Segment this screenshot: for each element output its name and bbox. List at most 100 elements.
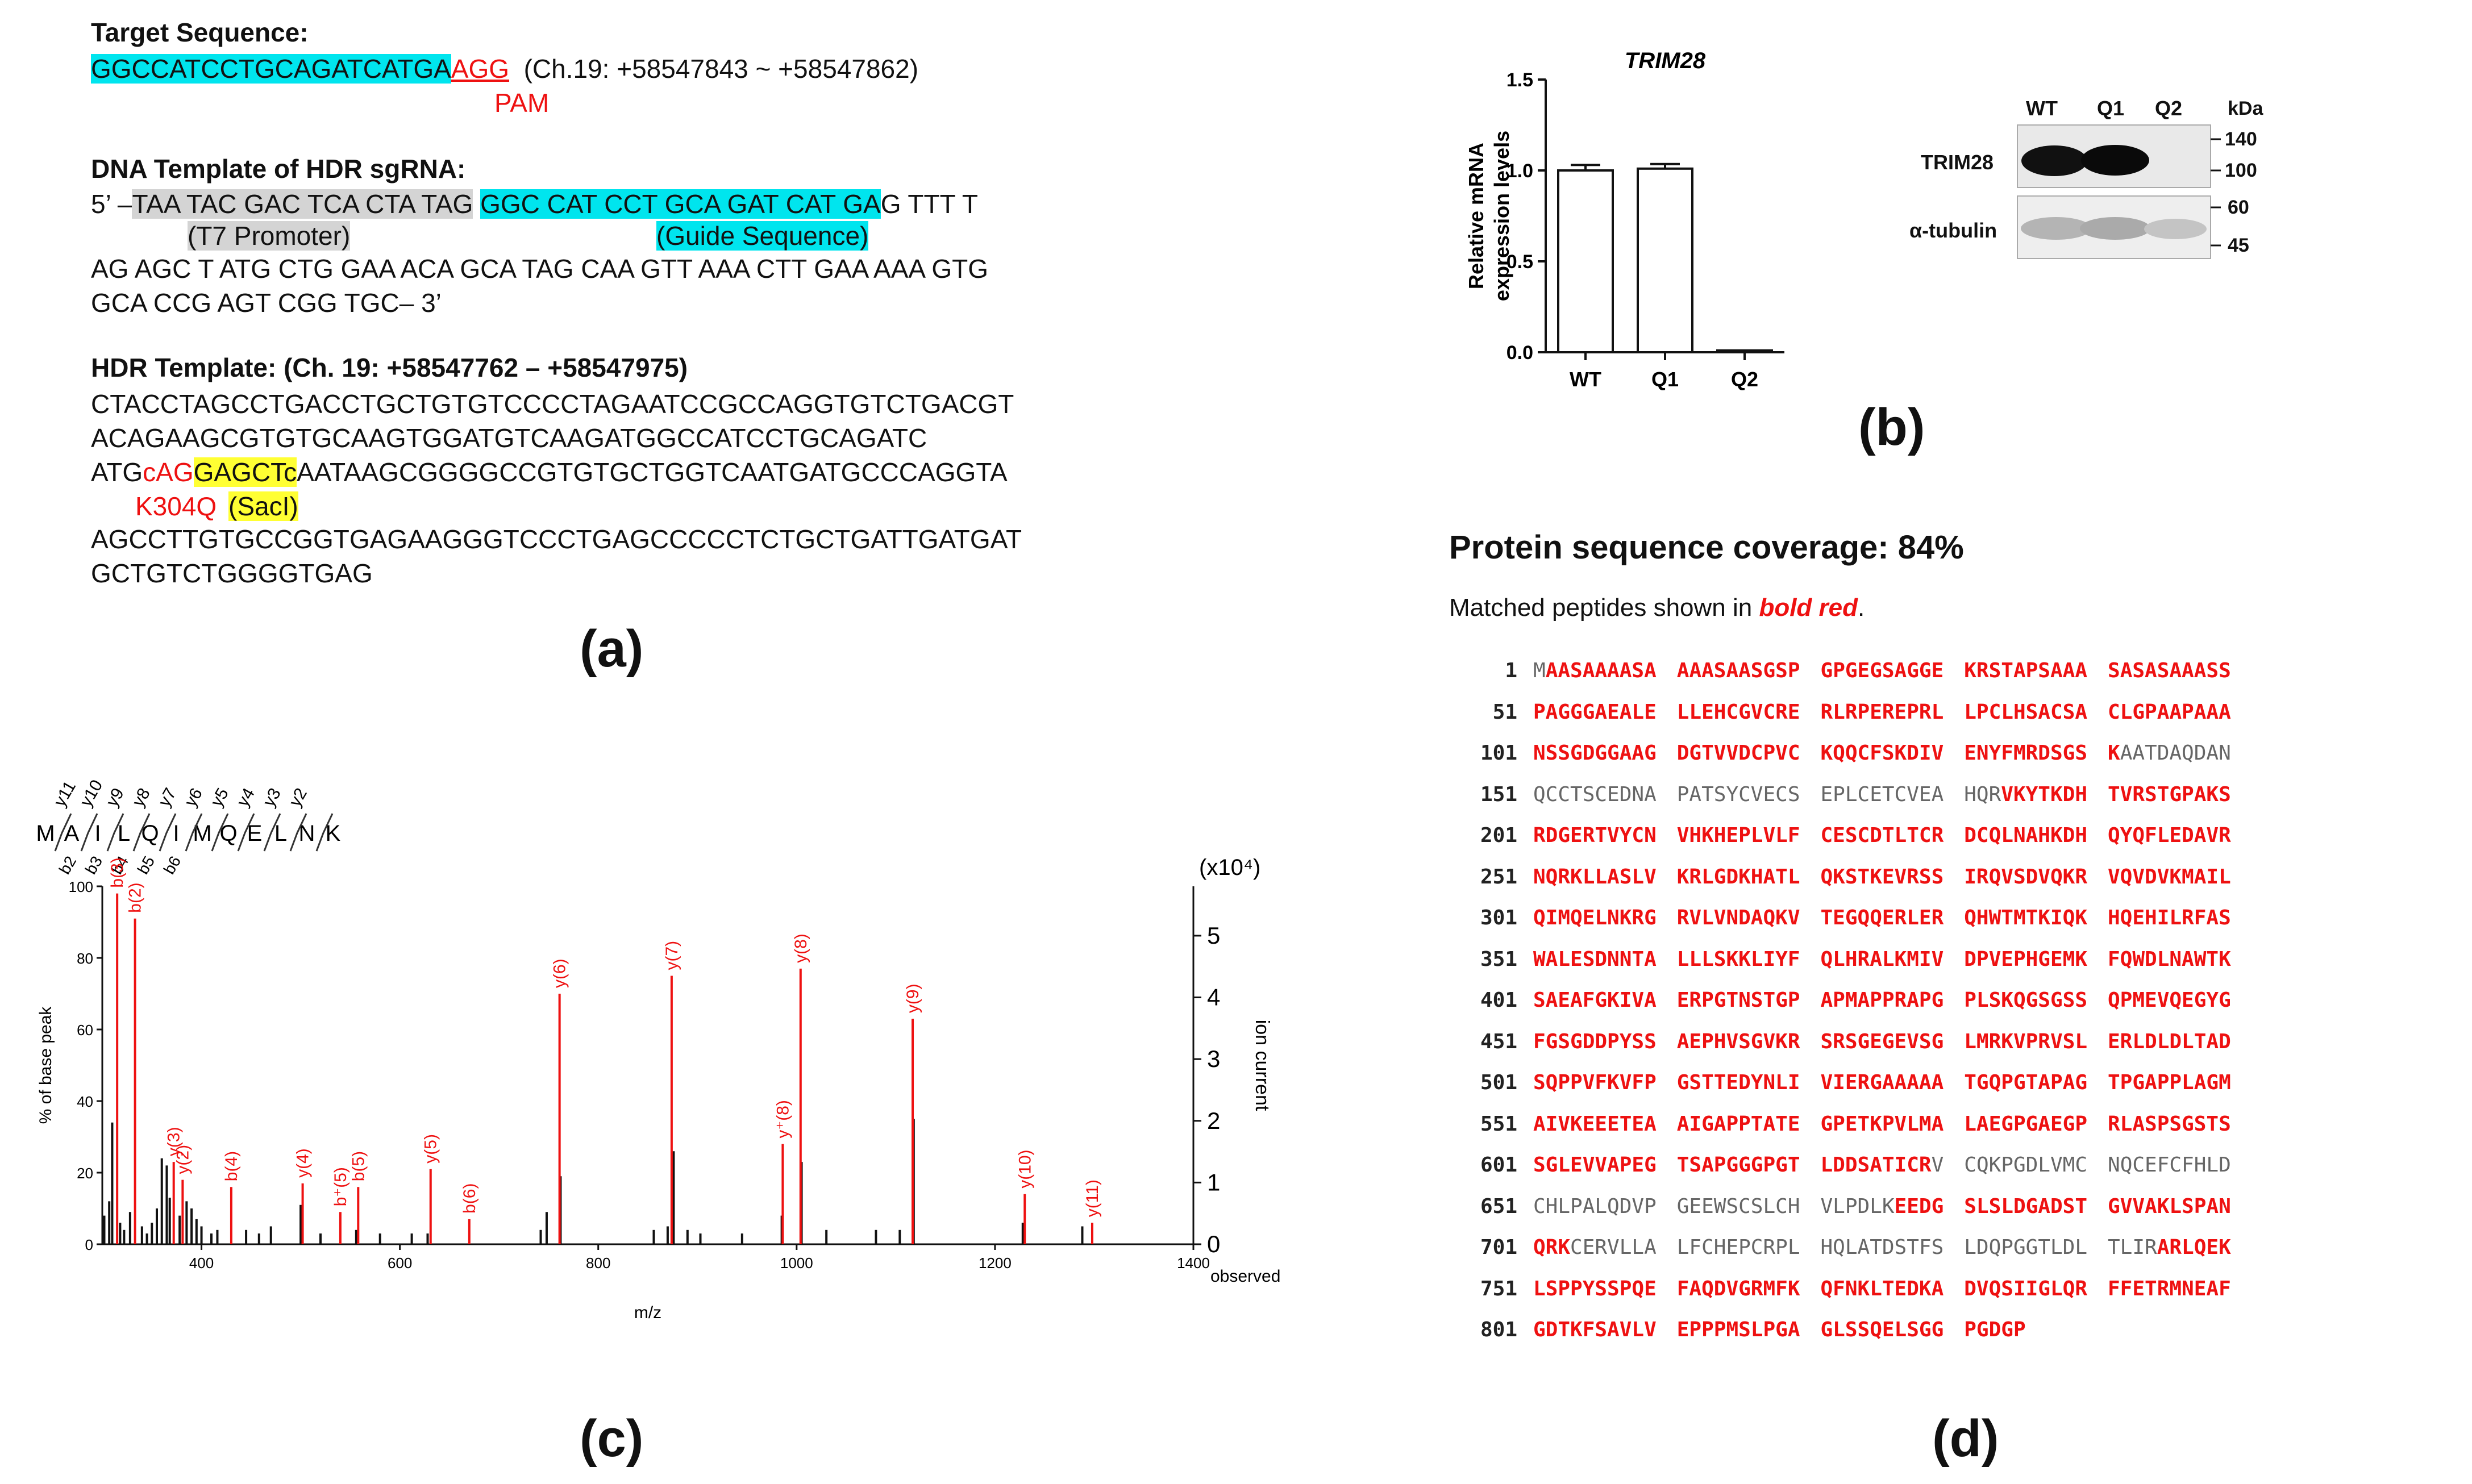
c-observed-label: observed [1210, 1267, 1280, 1286]
protein-row: 551 AIVKEEETEA AIGAPPTATE GPETKPVLMA LAEGPGA… [1449, 1112, 2252, 1136]
c-peak-label: b⁺(5) [331, 1167, 350, 1206]
protein-block: RLRPEREPRL [1820, 700, 1944, 724]
protein-block: TLIRARLQEK [2108, 1236, 2231, 1259]
protein-block: ENYFMRDSGS [1964, 741, 2087, 765]
fragment-bracket [132, 813, 151, 852]
b-x-tick-label: Q2 [1731, 368, 1758, 391]
protein-row-number: 301 [1480, 906, 1517, 929]
c-peak-label: y(2) [173, 1145, 192, 1174]
fragment-bracket [185, 813, 203, 852]
hdr-line-1: CTACCTAGCCTGACCTGCTGTGTCCCCTAGAATCCGCCAG… [91, 389, 1014, 419]
protein-row: 501 SQPPVFKVFP GSTTEDYNLI VIERGAAAAA TGQPGTA… [1449, 1071, 2252, 1094]
protein-block: QIMQELNKRG [1533, 906, 1657, 929]
protein-block: QRKCERVLLA [1533, 1236, 1657, 1259]
protein-block: FGSGDDPYSS [1533, 1029, 1657, 1053]
fragment-bracket [106, 813, 124, 852]
pam-seq: AGG [451, 54, 510, 84]
c-x-tick-label: 800 [586, 1254, 610, 1272]
panel-a-label: (a) [580, 620, 644, 678]
protein-block: KRSTAPSAAA [1964, 659, 2088, 682]
peptide-residue: I [94, 821, 101, 846]
protein-row-number: 1 [1505, 659, 1517, 682]
b-y-label-1: Relative mRNA [1464, 143, 1488, 289]
dna-line-1: 5’ –TAA TAC GAC TCA CTA TAG GGC CAT CCT … [91, 186, 978, 222]
peptide-residue: K [326, 821, 341, 846]
k304q-label: K304Q [135, 491, 217, 521]
protein-block: AIVKEEETEA [1533, 1112, 1657, 1136]
peptide-residue: I [173, 821, 179, 846]
b-y-tick-label: 0.0 [1506, 342, 1533, 364]
peptide-residue: L [118, 821, 130, 846]
protein-block: TGQPGTAPAG [1964, 1071, 2087, 1094]
pam-label: PAM [494, 88, 550, 118]
protein-block: FAQDVGRMFK [1676, 1277, 1800, 1300]
mrna-bar-chart: 0.0 0.5 1.0 1.5 WT Q1 Q2 TRIM28 Relative mRNA exp… [1464, 48, 1784, 391]
sacl-site: GAGCTc [193, 457, 297, 487]
k304q-codon: cAG [143, 457, 194, 487]
hdr-line-4: AGCCTTGTGCCGGTGAGAAGGGTCCCTGAGCCCCCTCTGC… [91, 524, 1022, 554]
protein-block: MAASAAAASA [1533, 659, 1657, 682]
protein-block: NSSGDGGAAG [1533, 741, 1657, 765]
protein-row: 251 NQRKLLASLV KRLGDKHATL QKSTKEVRSS IRQVSDV… [1449, 865, 2252, 889]
protein-row-number: 801 [1480, 1318, 1517, 1341]
protein-row-number: 351 [1480, 947, 1517, 971]
protein-block: LMRKVPRVSL [1964, 1029, 2087, 1053]
c-y2-unit: (x10⁴) [1199, 855, 1260, 880]
protein-block: NQCEFCFHLD [2108, 1153, 2231, 1177]
marker-140: 140 [2225, 128, 2257, 150]
target-seq: GGCCATCCTGCAGATCATGA [91, 54, 451, 84]
protein-block: LPCLHSACSA [1964, 700, 2087, 724]
coverage-subtitle: Matched peptides shown in bold red. [1449, 594, 1865, 622]
western-blot: WT Q1 Q2 kDa TRIM28 α-tubulin 140 100 60… [1909, 91, 2307, 278]
c-peak-label: y(5) [422, 1134, 440, 1164]
protein-block: SLSLDGADST [1964, 1194, 2087, 1218]
c-peak-label: y(9) [904, 983, 922, 1013]
c-y2-tick-label: 2 [1207, 1107, 1220, 1134]
c-peak-label: y⁺(8) [773, 1100, 792, 1139]
peptide-residue: E [247, 821, 263, 846]
protein-block: EPPPMSLPGA [1676, 1318, 1800, 1341]
band-q1-tubulin [2080, 217, 2150, 240]
target-sequence-line: GGCCATCCTGCAGATCATGAAGG (Ch.19: +5854784… [91, 51, 918, 86]
protein-row: 51 PAGGGAEALE LLEHCGVCRE RLRPEREPRL LPCLHSAC… [1449, 701, 2252, 724]
c-y-tick-label: 0 [85, 1236, 93, 1253]
protein-block: TEGQQERLER [1820, 906, 1944, 929]
protein-block: FQWDLNAWTK [2108, 947, 2231, 971]
c-y2-tick-label: 1 [1207, 1169, 1220, 1195]
b-x-tick-label: Q1 [1651, 368, 1679, 391]
panel-b-label: (b) [1858, 398, 1925, 456]
c-peak-label: b(5) [349, 1151, 368, 1181]
band-q2-tubulin [2144, 219, 2207, 239]
protein-block: SQPPVFKVFP [1533, 1071, 1657, 1094]
protein-block: HQEHILRFAS [2108, 906, 2231, 929]
sacl-label: (SacI) [228, 491, 298, 521]
protein-block: QHWTMTKIQK [1964, 906, 2087, 929]
protein-block: GPETKPVLMA [1820, 1112, 1944, 1136]
protein-block: CQKPGDLVMC [1964, 1153, 2088, 1177]
c-x-tick-label: 400 [189, 1254, 214, 1272]
guide-seq: GGC CAT CCT GCA GAT CAT GA [480, 189, 881, 219]
b-ion-label: b3 [82, 853, 106, 877]
protein-block: SASASAAASS [2108, 659, 2231, 682]
protein-row-number: 701 [1480, 1236, 1517, 1259]
fragment-bracket [263, 813, 281, 852]
band-q1-trim28 [2081, 145, 2149, 176]
protein-block: TPGAPPLAGM [2108, 1071, 2231, 1094]
protein-row: 151 QCCTSCEDNA PATSYCVECS EPLCETCVEA HQRVKYT… [1449, 783, 2252, 806]
protein-block: VLPDLKEEDG [1820, 1194, 1944, 1218]
protein-row: 301 QIMQELNKRG RVLVNDAQKV TEGQQERLER QHWTMTK… [1449, 906, 2252, 929]
protein-block: CESCDTLTCR [1820, 824, 1944, 847]
protein-block: NQRKLLASLV [1533, 865, 1657, 889]
protein-block: LSPPYSSPQE [1533, 1277, 1657, 1300]
coverage-title: Protein sequence coverage: 84% [1449, 529, 1964, 566]
c-y-tick-label: 20 [77, 1165, 93, 1182]
protein-block: PGDGP [1964, 1318, 2026, 1341]
protein-block: SRSGEGEVSG [1820, 1029, 1944, 1053]
c-y2-tick-label: 3 [1207, 1045, 1220, 1072]
c-peak-label: y(3) [165, 1127, 184, 1156]
protein-row: 801 GDTKFSAVLV EPPPMSLPGA GLSSQELSGG PGDGP [1449, 1318, 2046, 1341]
protein-block: DCQLNAHKDH [1964, 824, 2087, 847]
protein-block: RVLVNDAQKV [1676, 906, 1800, 929]
c-y-tick-label: 40 [77, 1093, 93, 1110]
